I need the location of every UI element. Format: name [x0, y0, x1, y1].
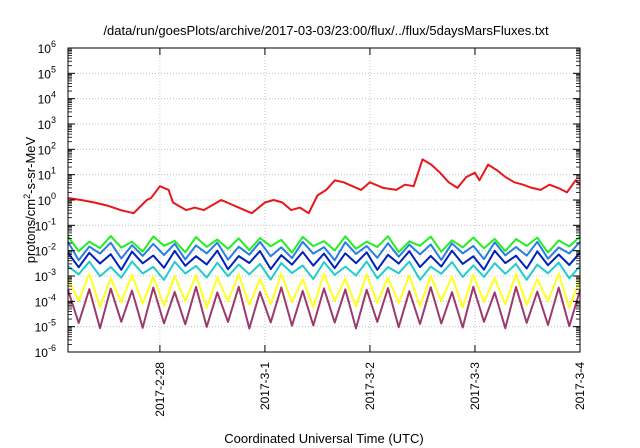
series-line-5: [67, 260, 581, 281]
y-tick-label-base: 10: [38, 143, 52, 157]
y-tick-label: 105: [38, 64, 56, 81]
y-tick-label-exponent: -6: [48, 343, 56, 353]
y-tick-label-base: 10: [35, 321, 49, 335]
y-tick-label-base: 10: [35, 295, 49, 309]
y-tick-label-exponent: 4: [51, 90, 56, 100]
y-axis-label-sup: 2: [22, 194, 32, 199]
y-tick-label: 10-6: [35, 343, 56, 360]
y-tick-label: 103: [38, 115, 56, 132]
y-tick-label: 102: [38, 140, 56, 157]
y-tick-label-base: 10: [38, 169, 52, 183]
y-tick-label-base: 10: [35, 270, 49, 284]
y-tick-label-base: 10: [35, 219, 49, 233]
series-line-1: [67, 158, 581, 215]
y-tick-label: 10-3: [35, 267, 56, 284]
y-tick-label: 10-2: [35, 242, 56, 259]
series-line-6: [67, 272, 581, 309]
series-line-7: [67, 285, 581, 330]
y-axis-label-suffix: -s-sr-MeV: [23, 136, 38, 193]
y-axis: 10-610-510-410-310-210-11001011021031041…: [35, 39, 580, 360]
x-tick-label: 2017-3-1: [258, 362, 272, 410]
series-line-3: [67, 240, 581, 262]
x-axis-label: Coordinated Universal Time (UTC): [224, 431, 423, 446]
y-tick-label-exponent: 1: [51, 166, 56, 176]
y-tick-label: 100: [38, 191, 56, 208]
grid: [68, 48, 580, 352]
y-tick-label-base: 10: [38, 194, 52, 208]
y-tick-label-base: 10: [38, 42, 52, 56]
x-tick-label: 2017-3-4: [573, 362, 587, 410]
y-tick-label-base: 10: [35, 245, 49, 259]
y-tick-label: 10-1: [35, 216, 56, 233]
series-line-2: [67, 235, 581, 254]
y-tick-label: 101: [38, 166, 56, 183]
y-tick-label: 106: [38, 39, 56, 56]
y-tick-label-exponent: 6: [51, 39, 56, 49]
series-line-4: [67, 249, 581, 271]
y-tick-label-exponent: 5: [51, 64, 56, 74]
x-tick-label: 2017-2-28: [153, 362, 167, 417]
series-group: [67, 158, 581, 330]
y-axis-label-prefix: protons/cm: [23, 199, 38, 263]
x-tick-label: 2017-3-3: [468, 362, 482, 410]
y-tick-label-exponent: -1: [48, 216, 56, 226]
y-tick-label-exponent: -3: [48, 267, 56, 277]
y-tick-label-base: 10: [35, 346, 49, 360]
x-tick-label: 2017-3-2: [363, 362, 377, 410]
y-axis-label: protons/cm2-s-sr-MeV: [22, 136, 38, 263]
y-tick-label: 10-5: [35, 318, 56, 335]
y-tick-label-exponent: 0: [51, 191, 56, 201]
x-axis: 2017-2-28 2017-3-1 2017-3-2 2017-3-3 2017-3-…: [153, 48, 587, 417]
y-tick-label-exponent: 2: [51, 140, 56, 150]
y-tick-label-exponent: -2: [48, 242, 56, 252]
chart-title: /data/run/goesPlots/archive/2017-03-03/2…: [103, 23, 549, 38]
y-tick-label: 10-4: [35, 292, 56, 309]
y-tick-label-exponent: 3: [51, 115, 56, 125]
y-tick-label-base: 10: [38, 118, 52, 132]
y-tick-label-base: 10: [38, 67, 52, 81]
y-tick-label-exponent: -4: [48, 292, 56, 302]
y-tick-label: 104: [38, 90, 56, 107]
y-tick-label-exponent: -5: [48, 318, 56, 328]
y-tick-label-base: 10: [38, 93, 52, 107]
